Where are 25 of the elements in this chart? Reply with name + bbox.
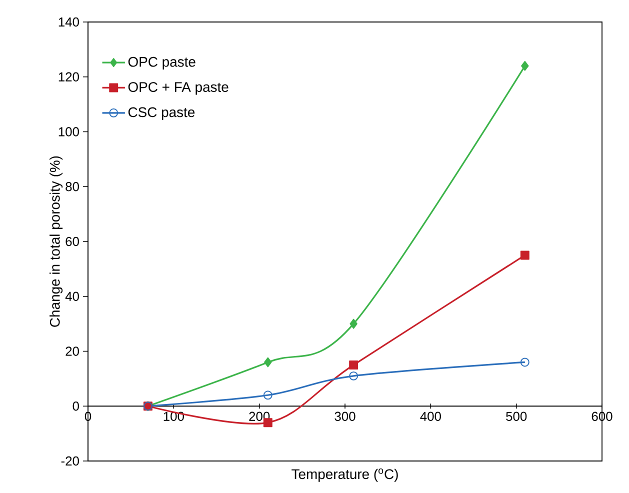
y-tick-label: -20 xyxy=(61,456,79,466)
point xyxy=(349,371,358,380)
y-tick-label: 80 xyxy=(66,182,79,192)
point xyxy=(350,318,358,329)
y-tick-label: 120 xyxy=(58,72,79,82)
x-tick-label: 400 xyxy=(420,412,441,421)
legend-label: OPC + FA paste xyxy=(128,82,228,95)
y-tick-label: 140 xyxy=(58,17,79,27)
legend-label: OPC paste xyxy=(128,56,196,70)
point xyxy=(521,60,529,71)
y-axis-title: Change in total porosity (%) xyxy=(50,156,63,327)
y-tick-label: 40 xyxy=(65,292,79,301)
point xyxy=(263,390,272,400)
y-tick-label: 0 xyxy=(72,402,79,411)
x-tick-label: 500 xyxy=(506,412,527,421)
x-axis-title: Temperature ($^{o}$C) xyxy=(292,468,398,482)
y-tick-label: 100 xyxy=(58,127,79,136)
x-tick-label: 300 xyxy=(334,412,356,421)
point xyxy=(349,360,358,370)
legend-label: CSC paste xyxy=(128,107,195,120)
point xyxy=(520,358,530,367)
y-tick-label: 60 xyxy=(66,236,79,246)
y-tick-label: 20 xyxy=(66,346,79,356)
point xyxy=(264,357,272,368)
point xyxy=(520,250,530,260)
